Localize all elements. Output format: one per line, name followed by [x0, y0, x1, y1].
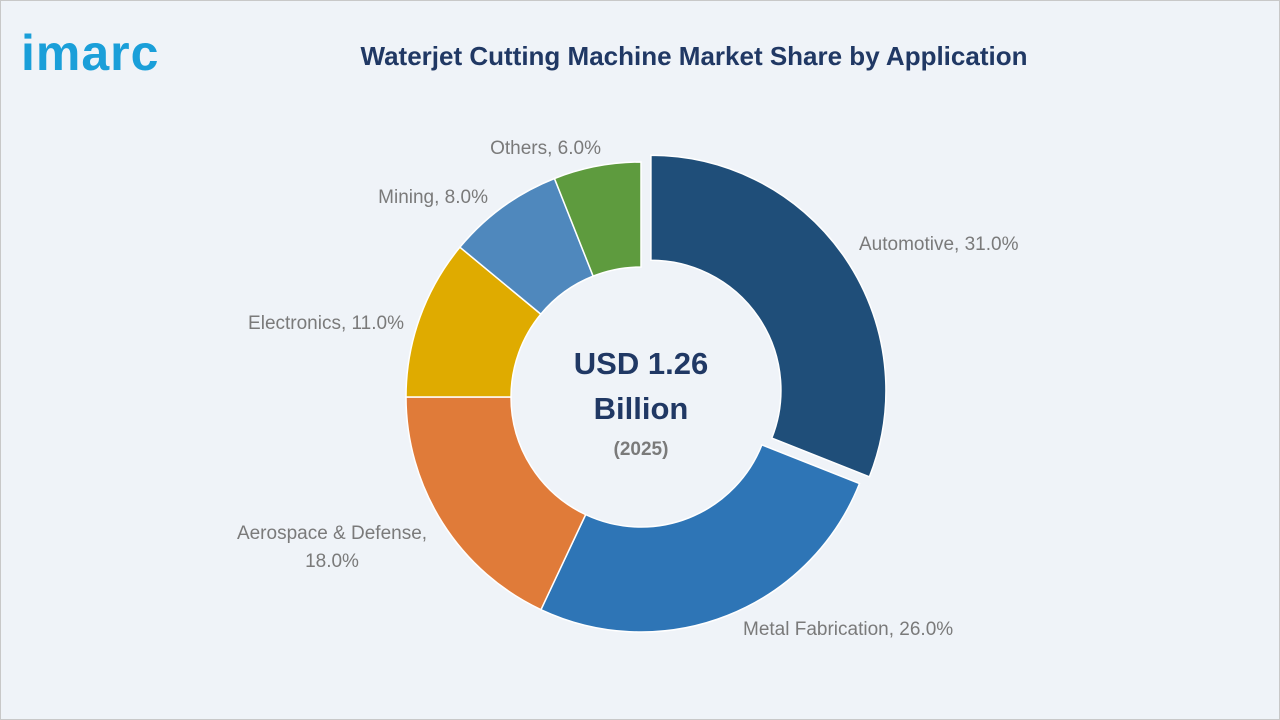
- logo: imarc: [21, 25, 160, 81]
- slice: [405, 396, 587, 611]
- slice-label: Aerospace & Defense, 18.0%: [236, 523, 428, 572]
- slice-label: Others, 6.0%: [490, 138, 601, 159]
- slice-label: Metal Fabrication, 26.0%: [743, 619, 954, 640]
- chart-title: Waterjet Cutting Machine Market Share by…: [360, 41, 1028, 71]
- slice: [539, 443, 861, 633]
- slice: [650, 154, 887, 478]
- slice: [553, 161, 642, 278]
- center-label: USD 1.26 Billion: [573, 346, 709, 426]
- slice-label: Mining, 8.0%: [378, 187, 488, 208]
- slice-label: Automotive, 31.0%: [859, 234, 1019, 255]
- center-sublabel: (2025): [613, 439, 669, 460]
- slice-label: Electronics, 11.0%: [248, 313, 404, 334]
